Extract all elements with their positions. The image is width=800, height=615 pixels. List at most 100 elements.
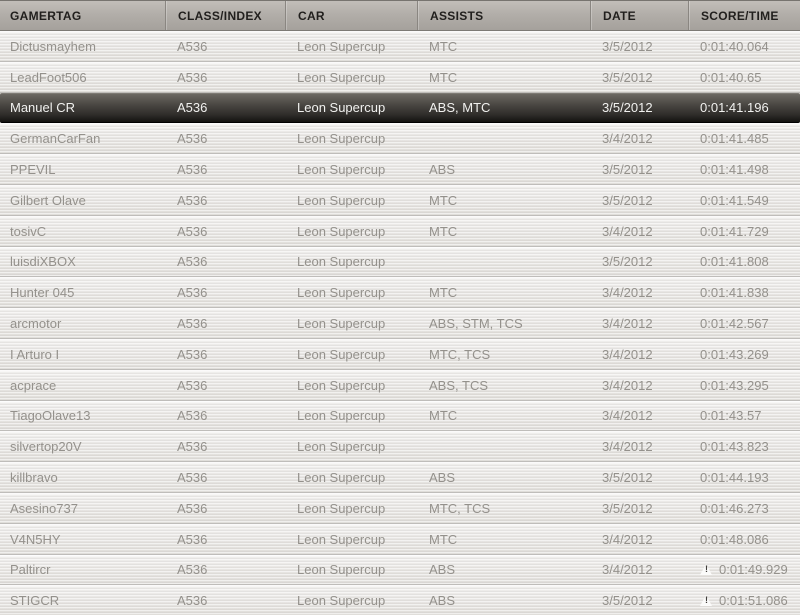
- column-header-date: DATE: [590, 1, 688, 30]
- class-index-cell: A536: [177, 162, 208, 178]
- gamertag-cell: Manuel CR: [10, 100, 76, 116]
- date-cell: 3/4/2012: [602, 346, 653, 362]
- gamertag-cell: Asesino737: [10, 500, 78, 516]
- class-index-cell: A536: [177, 439, 208, 455]
- assists-cell: MTC: [429, 408, 458, 424]
- score-time-cell: 0:01:42.567: [700, 316, 769, 332]
- assists-cell: MTC, TCS: [429, 346, 491, 362]
- leaderboard-row[interactable]: Dictusmayhem A536 Leon Supercup MTC 3/5/2012…: [0, 31, 800, 62]
- gamertag-cell: I Arturo I: [10, 346, 60, 362]
- assists-cell: ABS, STM, TCS: [429, 316, 523, 332]
- leaderboard-row[interactable]: acprace A536 Leon Supercup ABS, TCS 3/4/2012…: [0, 369, 800, 401]
- assists-cell: MTC, TCS: [429, 500, 491, 516]
- gamertag-cell: tosivC: [10, 223, 47, 239]
- gamertag-cell: luisdiXBOX: [10, 254, 76, 270]
- score-time-cell: 0:01:41.485: [700, 131, 769, 147]
- class-index-cell: A536: [177, 500, 208, 516]
- score-time-cell: 0:01:41.808: [700, 254, 769, 270]
- warning-triangle-shape: [700, 595, 712, 607]
- car-cell: Leon Supercup: [297, 69, 386, 85]
- class-index-cell: A536: [177, 470, 208, 486]
- score-time-cell: 0:01:46.273: [700, 500, 769, 516]
- leaderboard-row[interactable]: silvertop20V A536 Leon Supercup 3/4/2012 0:0…: [0, 431, 800, 463]
- class-index-cell: A536: [177, 377, 208, 393]
- assists-cell: MTC: [429, 285, 458, 301]
- car-cell: Leon Supercup: [297, 316, 386, 332]
- gamertag-cell: PPEVIL: [10, 162, 56, 178]
- gamertag-cell: GermanCarFan: [10, 131, 101, 147]
- car-cell: Leon Supercup: [297, 377, 386, 393]
- score-time-cell: 0:01:44.193: [700, 470, 769, 486]
- dirty-lap-warning-icon: !: [700, 564, 713, 576]
- leaderboard-row[interactable]: I Arturo I A536 Leon Supercup MTC, TCS 3/4/2…: [0, 338, 800, 370]
- car-cell: Leon Supercup: [297, 223, 386, 239]
- car-cell: Leon Supercup: [297, 192, 386, 208]
- class-index-cell: A536: [177, 316, 208, 332]
- date-cell: 3/5/2012: [602, 500, 653, 516]
- class-index-cell: A536: [177, 131, 208, 147]
- class-index-cell: A536: [177, 223, 208, 239]
- score-time-cell: 0:01:41.729: [700, 223, 769, 239]
- car-cell: Leon Supercup: [297, 408, 386, 424]
- car-cell: Leon Supercup: [297, 346, 386, 362]
- leaderboard-row-selected[interactable]: Manuel CR A536 Leon Supercup ABS, MTC 3/5/20…: [0, 92, 800, 124]
- assists-cell: ABS: [429, 562, 456, 578]
- gamertag-cell: Gilbert Olave: [10, 192, 86, 208]
- leaderboard-row[interactable]: Paltircr A536 Leon Supercup ABS 3/4/2012! 0:0…: [0, 554, 800, 586]
- date-cell: 3/4/2012: [602, 223, 653, 239]
- leaderboard-row[interactable]: Gilbert Olave A536 Leon Supercup MTC 3/5/201…: [0, 184, 800, 216]
- leaderboard-row[interactable]: tosivC A536 Leon Supercup MTC 3/4/2012 0:01:4…: [0, 215, 800, 247]
- car-cell: Leon Supercup: [297, 38, 386, 54]
- class-index-cell: A536: [177, 408, 208, 424]
- leaderboard-row[interactable]: V4N5HY A536 Leon Supercup MTC 3/4/2012 0:01:4…: [0, 523, 800, 555]
- class-index-cell: A536: [177, 531, 208, 547]
- score-time-cell: 0:01:41.549: [700, 192, 769, 208]
- class-index-cell: A536: [177, 100, 208, 116]
- column-header-car: CAR: [285, 1, 417, 30]
- gamertag-cell: killbravo: [10, 470, 58, 486]
- leaderboard-row[interactable]: Hunter 045 A536 Leon Supercup MTC 3/4/2012 0:…: [0, 277, 800, 309]
- dirty-lap-warning-icon: !: [700, 595, 713, 607]
- score-time-cell: 0:01:40.65: [700, 69, 762, 85]
- leaderboard-row[interactable]: GermanCarFan A536 Leon Supercup 3/4/2012 0:0…: [0, 123, 800, 155]
- class-index-cell: A536: [177, 69, 208, 85]
- assists-cell: MTC: [429, 223, 458, 239]
- date-cell: 3/5/2012: [602, 100, 653, 116]
- score-time-cell: 0:01:43.295: [700, 377, 769, 393]
- gamertag-cell: STIGCR: [10, 593, 60, 609]
- assists-cell: ABS: [429, 470, 456, 486]
- leaderboard-row[interactable]: Asesino737 A536 Leon Supercup MTC, TCS 3/5/2…: [0, 492, 800, 524]
- car-cell: Leon Supercup: [297, 593, 386, 609]
- date-cell: 3/5/2012: [602, 254, 653, 270]
- leaderboard-row[interactable]: PPEVIL A536 Leon Supercup ABS 3/5/2012 0:01:4…: [0, 154, 800, 185]
- gamertag-cell: arcmotor: [10, 316, 62, 332]
- assists-cell: ABS: [429, 593, 456, 609]
- column-header-score-time: SCORE/TIME: [688, 1, 800, 30]
- score-time-cell: 0:01:43.269: [700, 346, 769, 362]
- gamertag-cell: LeadFoot506: [10, 69, 87, 85]
- leaderboard-row[interactable]: TiagoOlave13 A536 Leon Supercup MTC 3/4/2012…: [0, 400, 800, 432]
- leaderboard-row[interactable]: arcmotor A536 Leon Supercup ABS, STM, TCS 3/…: [0, 308, 800, 339]
- warning-triangle-shape: [700, 564, 712, 576]
- date-cell: 3/4/2012: [602, 131, 653, 147]
- date-cell: 3/4/2012: [602, 439, 653, 455]
- class-index-cell: A536: [177, 254, 208, 270]
- leaderboard-row[interactable]: LeadFoot506 A536 Leon Supercup MTC 3/5/2012 0…: [0, 61, 800, 93]
- leaderboard-row[interactable]: killbravo A536 Leon Supercup ABS 3/5/2012 0:0…: [0, 462, 800, 493]
- gamertag-cell: TiagoOlave13: [10, 408, 91, 424]
- leaderboard-row[interactable]: luisdiXBOX A536 Leon Supercup 3/5/2012 0:01:…: [0, 246, 800, 278]
- car-cell: Leon Supercup: [297, 500, 386, 516]
- score-time-cell: 0:01:40.064: [700, 38, 769, 54]
- car-cell: Leon Supercup: [297, 131, 386, 147]
- gamertag-cell: Hunter 045: [10, 285, 75, 301]
- date-cell: 3/5/2012: [602, 69, 653, 85]
- assists-cell: MTC: [429, 192, 458, 208]
- score-time-cell: 0:01:43.823: [700, 439, 769, 455]
- score-time-cell: 0:01:41.838: [700, 285, 769, 301]
- assists-cell: MTC: [429, 38, 458, 54]
- gamertag-cell: V4N5HY: [10, 531, 61, 547]
- car-cell: Leon Supercup: [297, 285, 386, 301]
- score-time-cell: ! 0:01:51.086: [688, 593, 800, 608]
- leaderboard-row[interactable]: STIGCR A536 Leon Supercup ABS 3/5/2012! 0:01:…: [0, 585, 800, 615]
